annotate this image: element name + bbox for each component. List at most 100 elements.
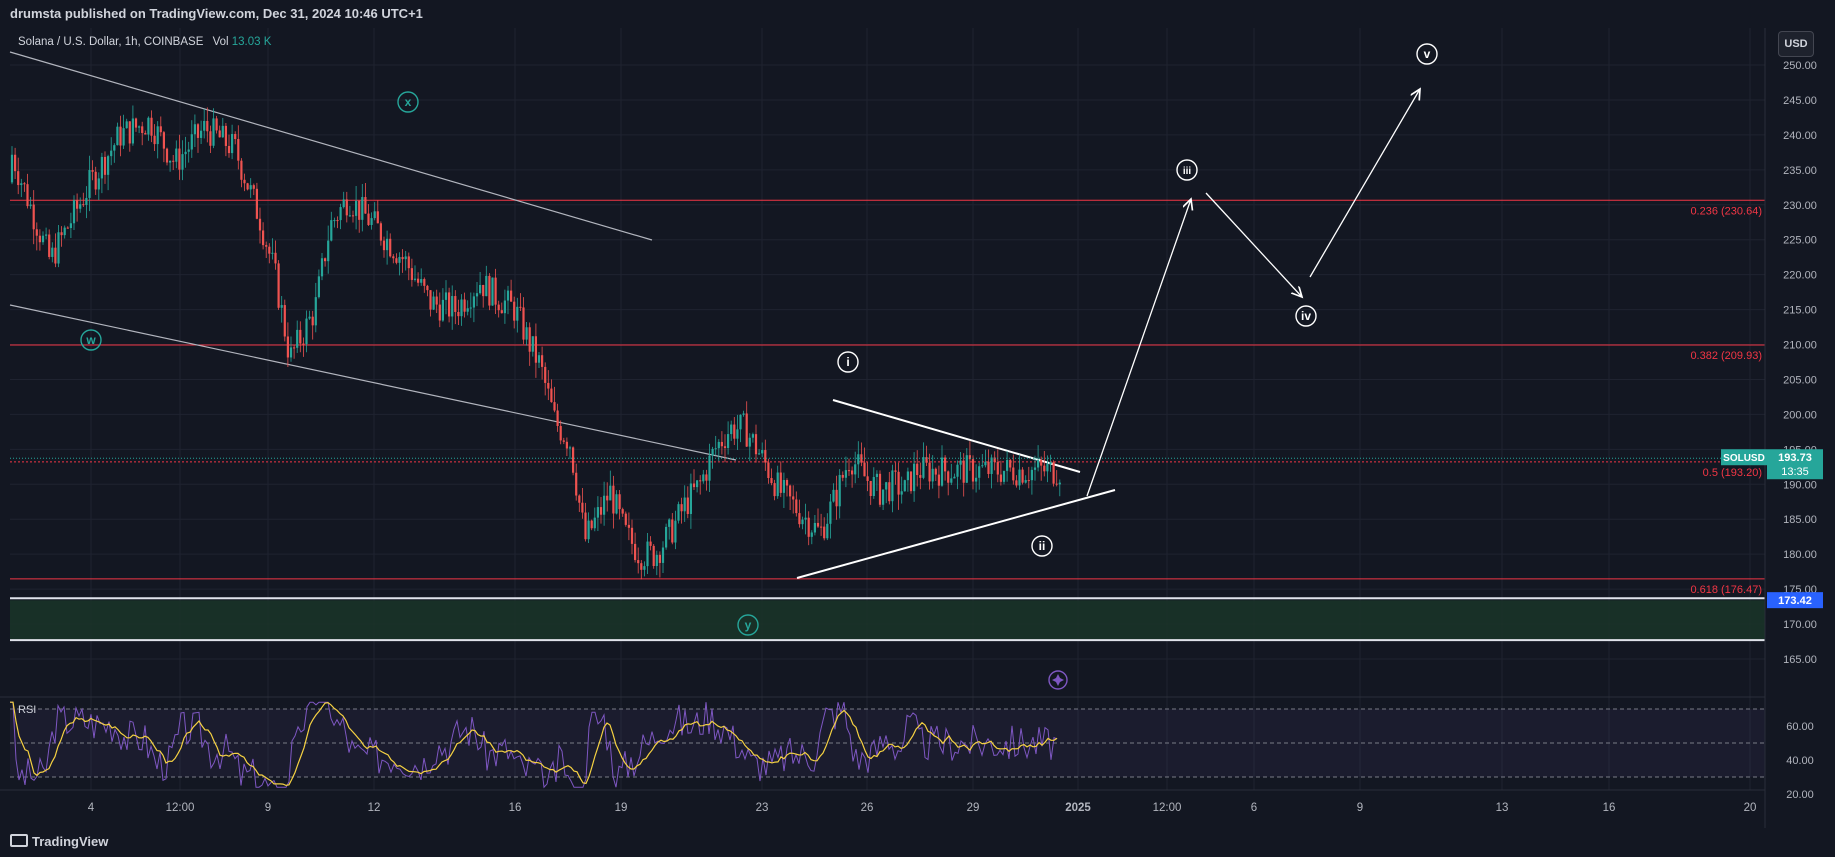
candle-body xyxy=(32,204,35,230)
candle-body xyxy=(903,480,906,492)
wave-label: w xyxy=(85,333,96,347)
projection-arrow xyxy=(1086,199,1191,497)
candle-body xyxy=(745,413,748,447)
candle-body xyxy=(190,134,193,150)
candle-body xyxy=(296,329,299,348)
candle-body xyxy=(649,541,652,546)
candle-body xyxy=(401,257,404,260)
candle-body xyxy=(404,256,407,260)
candle-body xyxy=(503,300,506,314)
wave-label: i xyxy=(846,355,849,369)
candle-body xyxy=(606,495,609,501)
candle-body xyxy=(820,526,823,528)
candle-body xyxy=(110,150,113,157)
candle-body xyxy=(308,316,311,319)
candle-body xyxy=(293,347,296,349)
candle-body xyxy=(658,554,661,563)
candle-body xyxy=(41,235,45,243)
support-zone xyxy=(10,600,1765,641)
candle-body xyxy=(367,213,370,225)
candle-body xyxy=(674,520,677,543)
candle-body xyxy=(420,279,423,283)
candle-body xyxy=(29,204,32,207)
candle-body xyxy=(203,120,206,131)
candle-body xyxy=(48,234,51,257)
candle-body xyxy=(506,290,510,301)
candle-body xyxy=(1027,480,1030,482)
candle-body xyxy=(17,171,20,186)
candle-body xyxy=(953,476,956,479)
candle-body xyxy=(773,483,776,497)
wave-label: v xyxy=(1424,47,1431,61)
candle-body xyxy=(894,470,897,472)
candle-body xyxy=(128,121,131,144)
price-axis[interactable]: 250.00 245.00 240.00 235.00 230.00 225.00 220.… xyxy=(1764,28,1817,828)
candle-body xyxy=(327,240,330,262)
candle-body xyxy=(860,454,863,463)
tradingview-logo[interactable]: TradingView xyxy=(10,834,108,849)
candle-body xyxy=(556,410,559,427)
candle-body xyxy=(336,220,339,222)
time-tick-label: 9 xyxy=(1357,802,1363,814)
candle-body xyxy=(968,455,971,460)
candle-body xyxy=(950,478,953,483)
candle-body xyxy=(23,183,26,185)
candle-body xyxy=(742,413,745,415)
candle-body xyxy=(652,545,655,567)
candle-body xyxy=(758,453,761,455)
candle-body xyxy=(984,461,987,466)
candle-body xyxy=(262,230,265,246)
candle-body xyxy=(165,148,169,163)
event-icon xyxy=(1048,670,1068,690)
candle-body xyxy=(482,284,485,297)
candle-body xyxy=(302,343,305,345)
candle-body xyxy=(835,489,838,507)
candle-body xyxy=(937,474,940,486)
candle-body xyxy=(463,299,466,312)
candle-body xyxy=(91,170,94,172)
price-tick-label: 215.00 xyxy=(1783,305,1817,317)
candle-body xyxy=(609,485,612,501)
candle-body xyxy=(200,130,203,138)
candle-body xyxy=(630,527,634,544)
footer: TradingView xyxy=(0,828,1835,857)
candle-body xyxy=(51,247,54,257)
price-tick-label: 205.00 xyxy=(1783,374,1817,386)
currency-button[interactable]: USD xyxy=(1778,31,1814,57)
candle-body xyxy=(57,232,60,264)
candle-body xyxy=(432,296,435,310)
candle-body xyxy=(637,560,640,564)
candle-body xyxy=(97,178,100,190)
candle-body xyxy=(444,292,448,300)
legend: Solana / U.S. Dollar, 1h, COINBASE Vol 1… xyxy=(18,36,272,48)
candle-body xyxy=(479,284,482,294)
candle-body xyxy=(866,476,869,481)
candle-body xyxy=(339,207,342,221)
candle-body xyxy=(423,279,426,286)
tv-logo-icon xyxy=(10,834,28,847)
candle-body xyxy=(392,256,395,259)
candle-body xyxy=(407,256,410,269)
candle-body xyxy=(243,179,246,184)
candle-body xyxy=(1002,470,1006,482)
candle-body xyxy=(227,145,231,154)
time-axis[interactable]: 4 12:00 9 12 16 19 23 26 29 2025 12:00 6 9 13 16 20 xyxy=(0,789,1765,814)
candle-body xyxy=(141,126,144,134)
wave-label-circle xyxy=(1295,305,1317,327)
candle-body xyxy=(841,474,844,478)
candle-body xyxy=(417,278,420,283)
candle-body xyxy=(621,509,624,514)
candle-body xyxy=(987,461,990,474)
countdown-tag: 13:35 xyxy=(1781,466,1809,478)
time-tick-label: 23 xyxy=(756,802,769,814)
candle-body xyxy=(246,183,249,190)
candle-body xyxy=(590,520,593,529)
candle-body xyxy=(885,482,888,490)
candle-body xyxy=(615,494,618,514)
candle-body xyxy=(547,382,550,389)
time-tick-label: 16 xyxy=(509,802,522,814)
candle-body xyxy=(689,483,692,514)
candle-body xyxy=(785,480,789,486)
